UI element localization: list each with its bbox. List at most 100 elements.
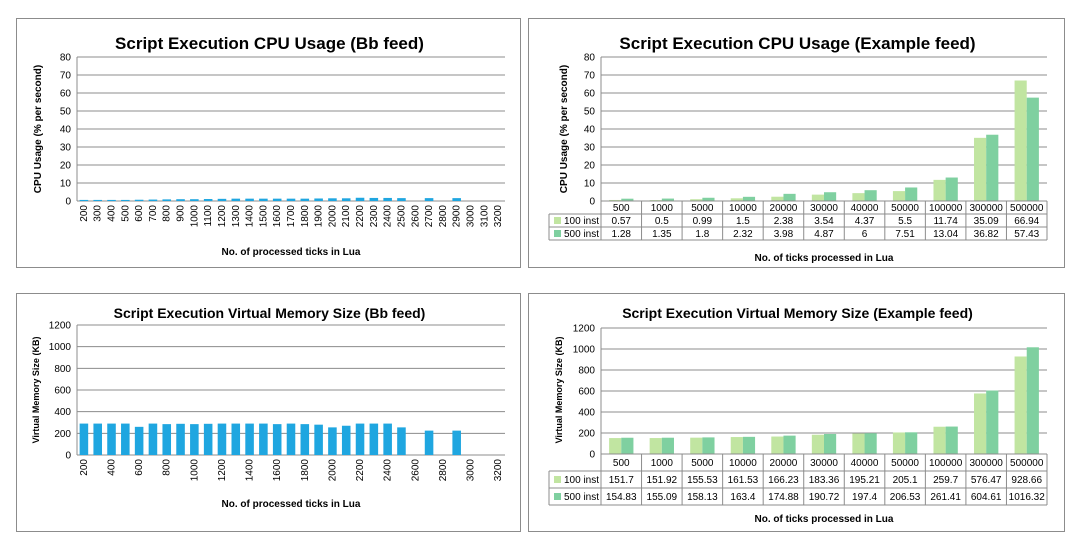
bar-series-500-inst <box>945 426 958 454</box>
bar <box>134 426 144 455</box>
data-table-cell: 928.66 <box>1011 475 1042 486</box>
x-tick-label: 3100 <box>479 205 490 228</box>
x-tick-label: 2100 <box>341 205 352 228</box>
data-table-cell: 36.82 <box>974 229 999 240</box>
x-tick-label: 500 <box>613 203 630 214</box>
data-table-cell: 66.94 <box>1014 216 1039 227</box>
bar-series-100-inst <box>974 393 987 454</box>
x-tick-label: 600 <box>134 205 145 222</box>
legend-label: 500 inst <box>564 492 599 503</box>
data-table-cell: 7.51 <box>895 229 915 240</box>
x-tick-label: 2400 <box>383 205 394 228</box>
y-tick-label: 70 <box>584 71 596 82</box>
bar-series-500-inst <box>824 192 837 201</box>
y-tick-label: 80 <box>584 53 596 64</box>
y-tick-label: 200 <box>578 429 595 440</box>
bar-series-100-inst <box>811 194 824 201</box>
x-tick-label: 300 <box>93 205 104 222</box>
bar-series-100-inst <box>609 199 622 201</box>
x-tick-label: 5000 <box>691 458 714 469</box>
data-table-cell: 6 <box>862 229 868 240</box>
bar <box>424 430 434 455</box>
x-tick-label: 50000 <box>891 203 919 214</box>
bar-series-100-inst <box>852 193 865 201</box>
data-table-cell: 183.36 <box>809 475 840 486</box>
bar <box>245 423 254 455</box>
data-table-cell: 163.4 <box>730 492 755 503</box>
data-table-cell: 1016.32 <box>1009 492 1046 503</box>
bar-series-100-inst <box>649 438 662 454</box>
x-tick-label: 500 <box>613 458 630 469</box>
bar-series-500-inst <box>905 432 918 454</box>
bar-series-100-inst <box>690 437 703 454</box>
legend-swatch <box>554 493 561 500</box>
y-tick-label: 0 <box>589 450 595 461</box>
x-tick-label: 1200 <box>217 459 228 482</box>
bar-series-100-inst <box>933 426 946 454</box>
data-table-cell: 166.23 <box>768 475 799 486</box>
chart-panel-cpu-bb: Script Execution CPU Usage (Bb feed) 0 10 2… <box>16 18 521 268</box>
data-table-cell: 0.57 <box>612 216 632 227</box>
bar-series-500-inst <box>783 193 796 201</box>
bar-series-500-inst <box>1026 347 1039 454</box>
bar-series-100-inst <box>609 438 622 454</box>
x-tick-label: 300000 <box>969 203 1003 214</box>
y-tick-label: 0 <box>65 451 71 462</box>
x-tick-label: 500 <box>120 205 131 222</box>
bar <box>245 198 254 201</box>
chart-title: Script Execution Virtual Memory Size (Bb… <box>114 305 426 321</box>
data-table-cell: 604.61 <box>971 492 1002 503</box>
x-tick-label: 2000 <box>327 459 338 482</box>
x-tick-label: 2200 <box>355 205 366 228</box>
bar <box>424 198 434 201</box>
y-tick-label: 400 <box>54 407 71 418</box>
y-axis-label: CPU Usage (% per second) <box>33 65 44 193</box>
x-tick-label: 1000 <box>651 458 674 469</box>
y-tick-label: 1000 <box>49 342 72 353</box>
bar-series-100-inst <box>933 179 946 201</box>
data-table-cell: 576.47 <box>971 475 1002 486</box>
chart-panel-vmem-bb: Script Execution Virtual Memory Size (Bb… <box>16 293 521 532</box>
x-tick-label: 2600 <box>410 459 421 482</box>
x-tick-label: 1500 <box>258 205 269 228</box>
bar-series-500-inst <box>986 134 999 201</box>
y-tick-label: 50 <box>584 107 596 118</box>
bar <box>259 198 268 201</box>
x-tick-label: 500000 <box>1010 203 1044 214</box>
bar <box>341 425 351 455</box>
data-table-cell: 11.74 <box>933 216 958 227</box>
legend-swatch <box>554 230 561 237</box>
x-tick-label: 10000 <box>729 458 757 469</box>
y-tick-label: 60 <box>584 89 596 100</box>
x-tick-label: 2900 <box>452 205 463 228</box>
data-table-cell: 151.7 <box>609 475 634 486</box>
bar-series-500-inst <box>742 436 756 454</box>
x-tick-label: 1600 <box>272 459 283 482</box>
bar <box>93 423 102 455</box>
x-tick-label: 100000 <box>929 203 963 214</box>
bar <box>162 199 172 201</box>
x-tick-label: 1000 <box>651 203 674 214</box>
x-tick-label: 20000 <box>770 203 798 214</box>
x-tick-label: 50000 <box>891 458 919 469</box>
data-table-cell: 4.37 <box>855 216 875 227</box>
x-axis-label: No. of ticks processed in Lua <box>755 514 894 525</box>
data-table-cell: 190.72 <box>809 492 840 503</box>
x-tick-label: 2800 <box>438 205 449 228</box>
x-tick-label: 40000 <box>851 458 879 469</box>
bar <box>231 423 241 455</box>
x-tick-label: 800 <box>162 459 173 476</box>
y-axis-label: Virtual Memory Size (KB) <box>554 337 564 444</box>
x-tick-label: 2400 <box>383 459 394 482</box>
y-tick-label: 50 <box>60 107 72 118</box>
y-tick-label: 800 <box>578 366 595 377</box>
bar-series-500-inst <box>702 437 715 454</box>
bar <box>107 423 116 455</box>
bar-series-100-inst <box>771 436 784 454</box>
y-tick-label: 200 <box>54 429 71 440</box>
bar-series-100-inst <box>730 198 743 201</box>
bar-series-500-inst <box>702 197 715 201</box>
data-table-cell: 57.43 <box>1014 229 1039 240</box>
data-table-cell: 0.99 <box>693 216 713 227</box>
x-tick-label: 5000 <box>691 203 714 214</box>
